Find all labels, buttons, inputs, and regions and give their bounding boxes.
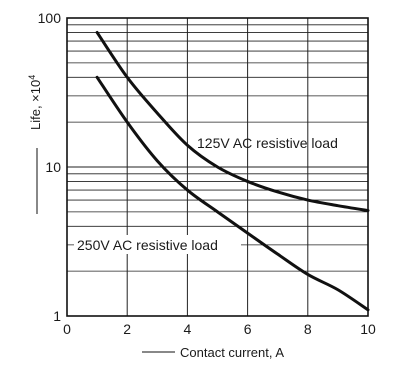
x-tick-label: 4 <box>184 321 192 337</box>
y-axis-title-exponent: 4 <box>27 75 37 80</box>
y-axis-title-main: Life, ×10 <box>28 80 43 130</box>
x-tick-label: 6 <box>244 321 252 337</box>
series-line-250v <box>95 75 370 312</box>
series-label-250v-background <box>74 235 241 254</box>
x-tick-label: 0 <box>63 321 71 337</box>
y-tick-label: 10 <box>45 159 61 175</box>
plot-frame <box>66 17 369 317</box>
series-label-125v: 125V AC resistive load <box>197 135 338 151</box>
tick-labels: 0 2 4 6 8 10 1 10 100 <box>38 10 376 337</box>
curves <box>95 30 370 312</box>
y-axis-title: Life, ×104 <box>27 75 43 130</box>
y-tick-label: 1 <box>53 308 61 324</box>
series-line-125v <box>95 30 370 213</box>
y-axis-title-text: Life, ×104 <box>27 75 43 130</box>
x-axis-title: Contact current, A <box>180 345 284 360</box>
y-tick-label: 100 <box>38 10 62 26</box>
x-tick-label: 10 <box>360 321 376 337</box>
series-label-250v: 250V AC resistive load <box>77 237 218 253</box>
x-tick-label: 8 <box>304 321 312 337</box>
grid <box>67 18 368 316</box>
x-tick-label: 2 <box>123 321 131 337</box>
